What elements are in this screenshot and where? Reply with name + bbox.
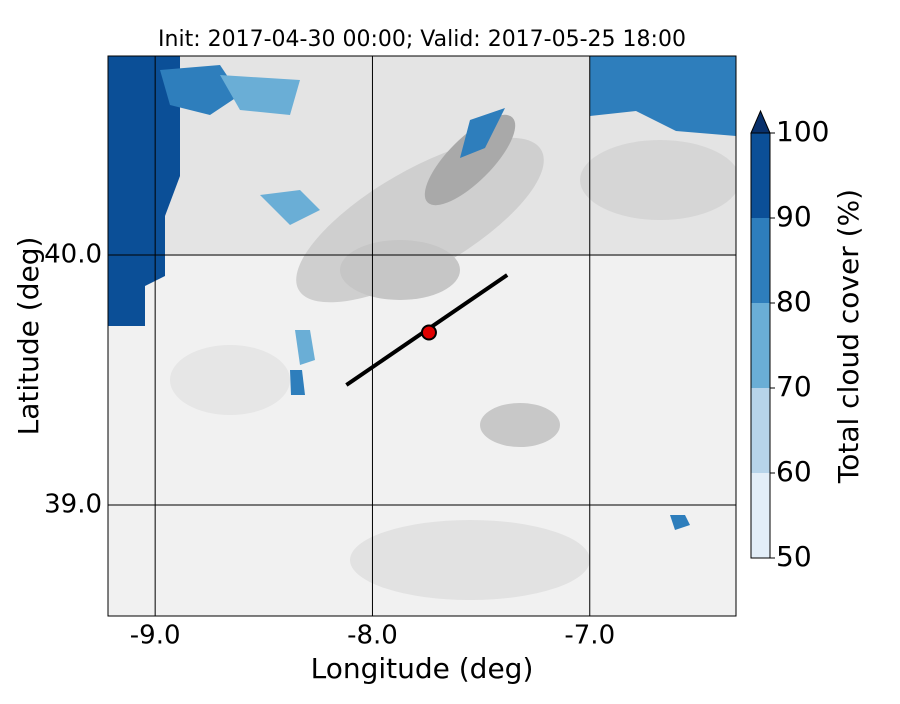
x-tick-label: -7.0 [564,621,615,651]
colorbar-segment [751,133,770,218]
terrain-layer [108,56,736,616]
colorbar-segment [751,303,770,388]
colorbar-label: Total cloud cover (%) [832,189,865,484]
colorbar-tick-label: 70 [776,370,812,403]
x-tick-label: -8.0 [347,621,398,651]
colorbar-segment [751,473,770,558]
colorbar-tick-label: 100 [776,115,829,148]
colorbar-frame [750,132,771,559]
y-tick-label: 40.0 [44,240,102,270]
y-axis-label: Latitude (deg) [12,237,45,436]
x-axis-label: Longitude (deg) [311,652,534,685]
title: Init: 2017-04-30 00:00; Valid: 2017-05-2… [158,27,686,52]
y-tick-label: 39.0 [44,490,102,520]
colorbar-tick-label: 50 [776,540,812,573]
colorbar-segment [751,218,770,303]
colorbar-segment [751,388,770,473]
colorbar-tick-label: 60 [776,455,812,488]
colorbar-tick-label: 90 [776,200,812,233]
x-tick-label: -9.0 [130,621,181,651]
plot-frame [107,55,737,617]
colorbar-tick-label: 80 [776,285,812,318]
site-point [420,324,437,341]
colorbar-extension [750,109,771,134]
